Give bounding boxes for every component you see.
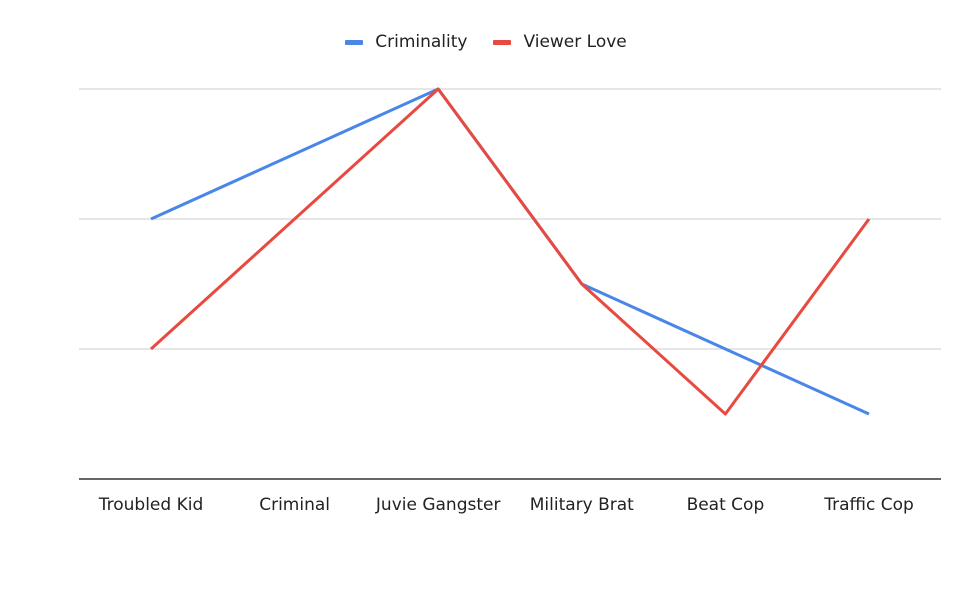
x-tick-label: Military Brat xyxy=(530,495,634,515)
x-tick-label: Beat Cop xyxy=(687,495,765,515)
legend-label-viewer-love: Viewer Love xyxy=(523,32,627,52)
data-point[interactable] xyxy=(720,344,730,354)
data-point[interactable] xyxy=(577,279,587,289)
data-point[interactable] xyxy=(864,214,874,224)
legend-item-criminality[interactable]: Criminality xyxy=(345,32,467,52)
legend-swatch-viewer-love xyxy=(493,39,512,45)
series-line-viewer-love[interactable] xyxy=(149,87,871,416)
data-point[interactable] xyxy=(290,149,300,159)
legend-swatch-criminality xyxy=(345,39,364,45)
data-point[interactable] xyxy=(290,214,300,224)
data-point[interactable] xyxy=(433,84,443,94)
data-point[interactable] xyxy=(864,409,874,419)
x-tick-label: Juvie Gangster xyxy=(375,495,501,515)
x-tick-label: Criminal xyxy=(259,495,330,515)
legend-label-criminality: Criminality xyxy=(375,32,468,52)
x-tick-label: Troubled Kid xyxy=(98,495,204,515)
data-point[interactable] xyxy=(146,214,156,224)
legend-item-viewer-love[interactable]: Viewer Love xyxy=(493,32,627,52)
legend: Criminality Viewer Love xyxy=(0,32,972,52)
data-point[interactable] xyxy=(720,409,730,419)
data-point[interactable] xyxy=(146,344,156,354)
x-tick-label: Traffic Cop xyxy=(823,495,914,515)
